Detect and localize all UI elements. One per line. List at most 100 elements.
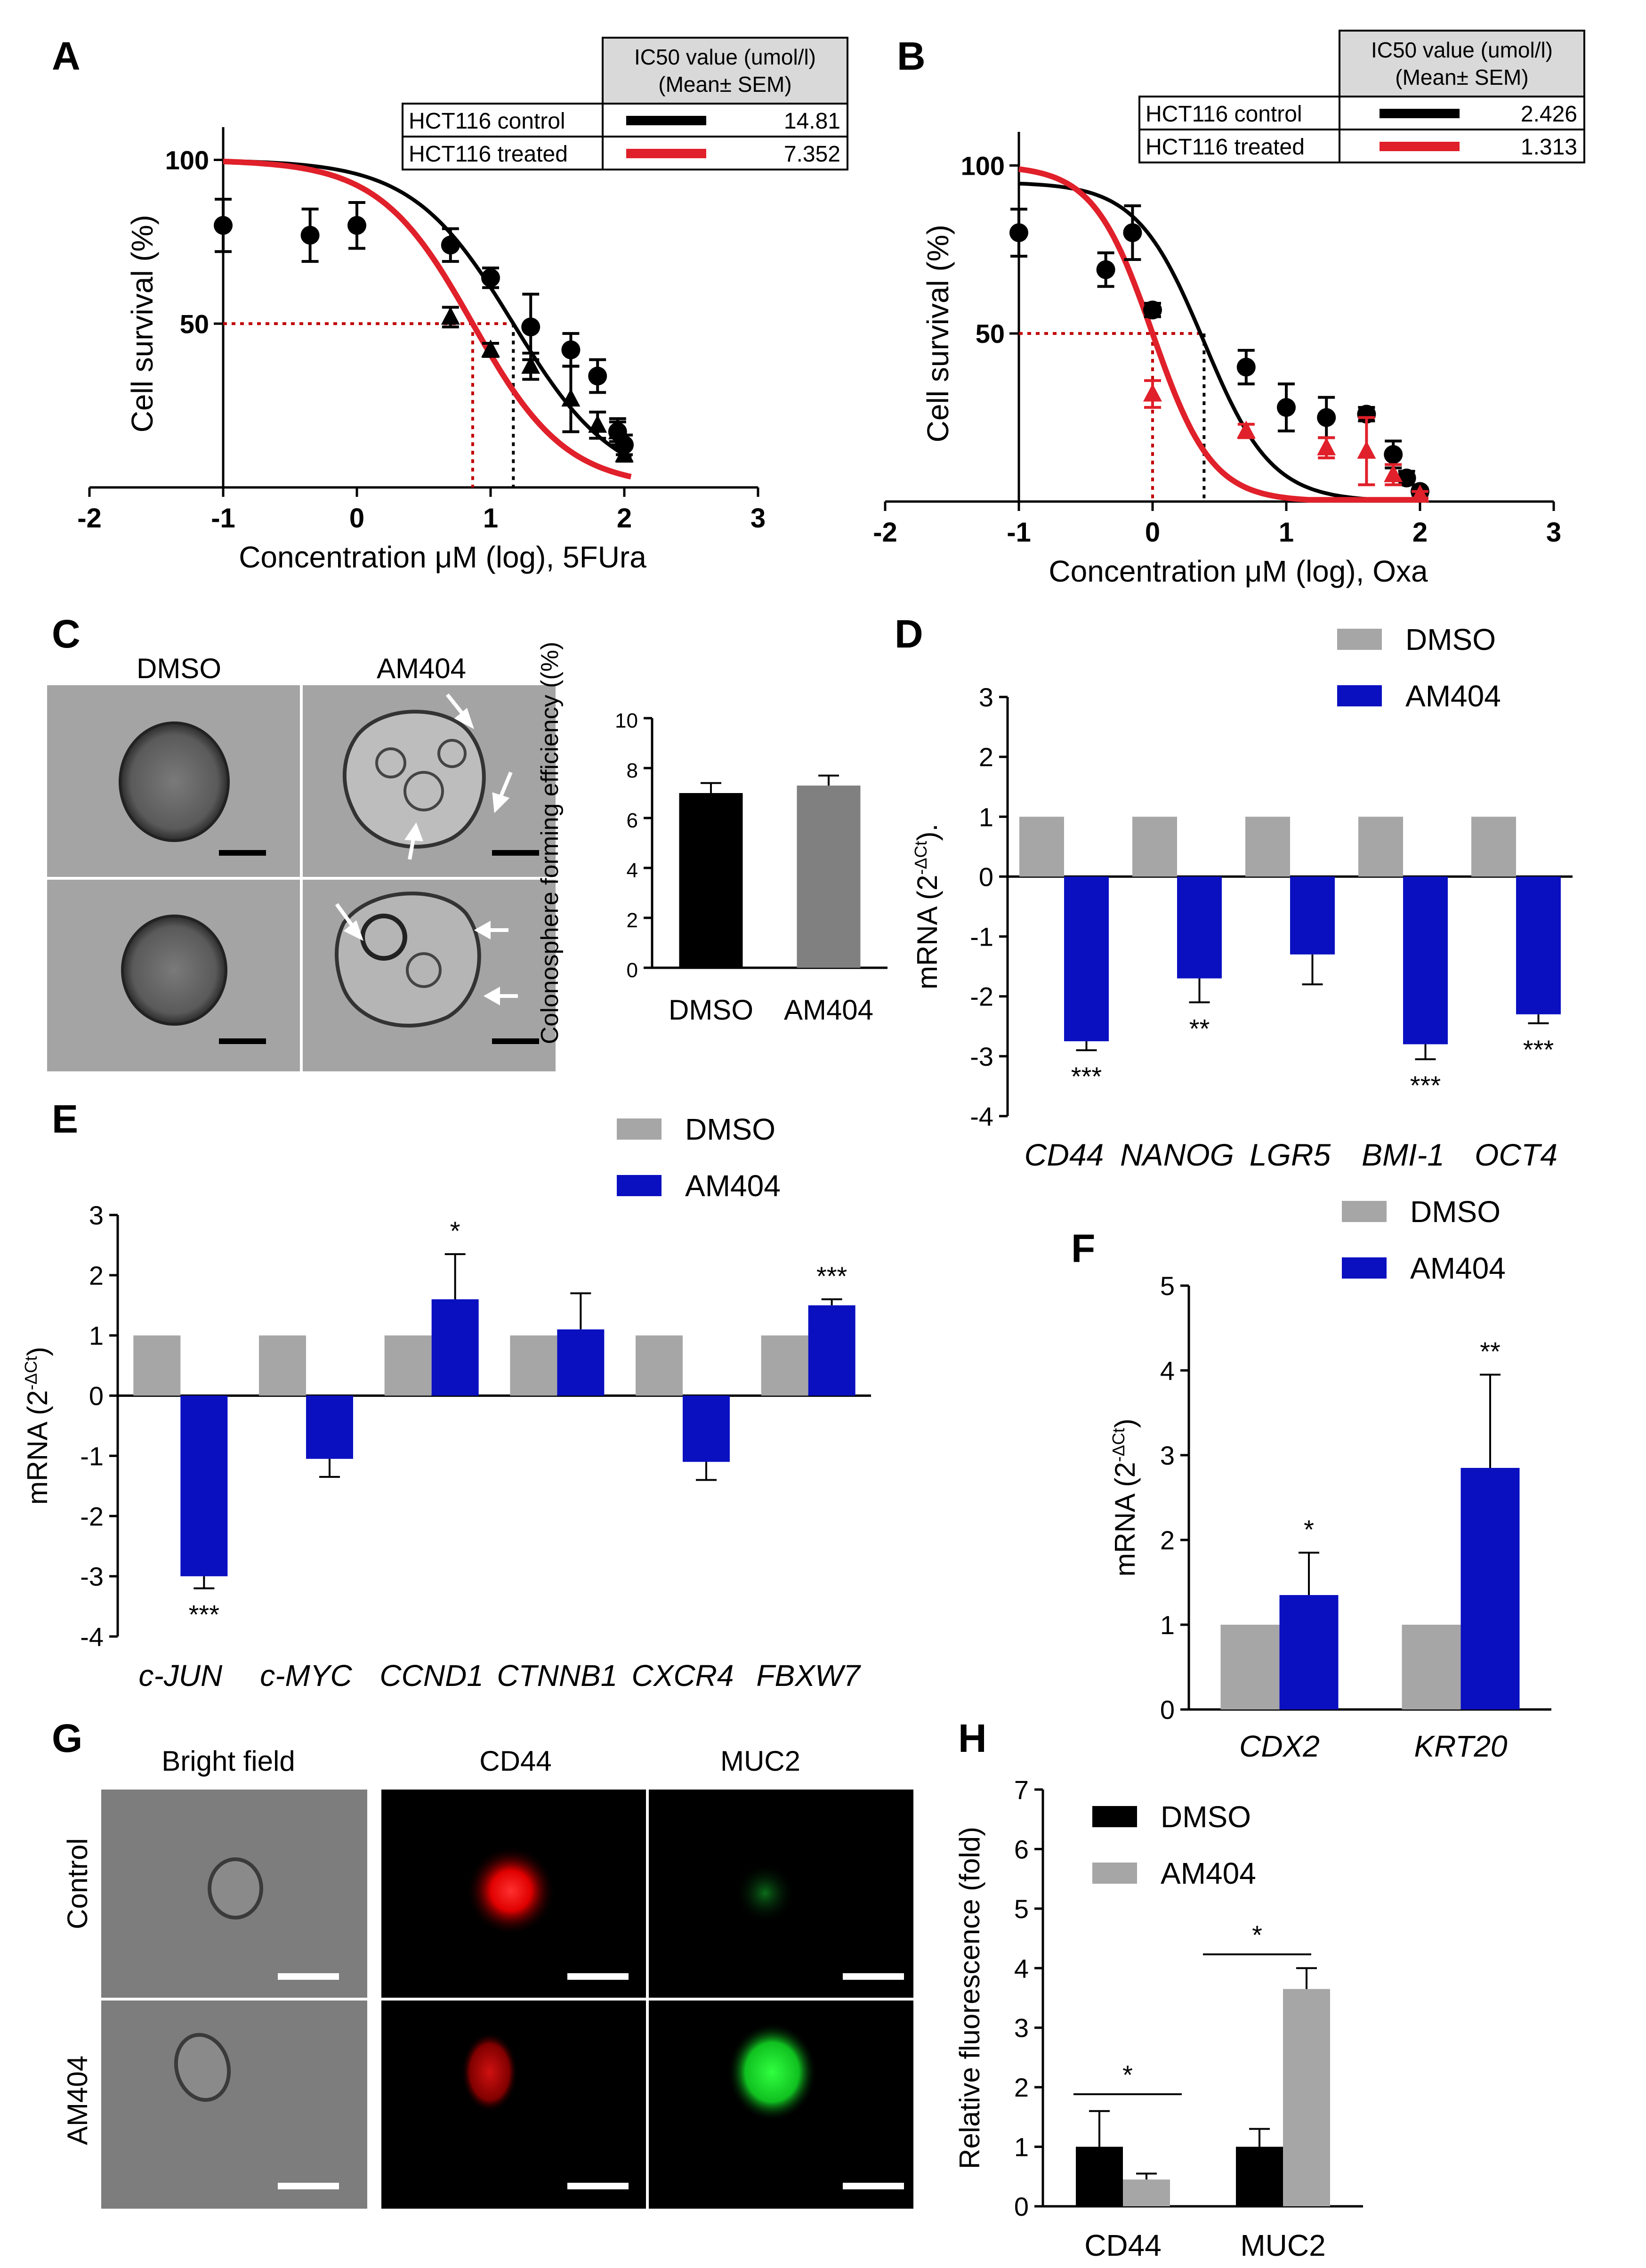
data-point bbox=[588, 366, 607, 386]
panel-b: B IC50 value (umol/l) (Mean± SEM) HCT116… bbox=[873, 30, 1585, 588]
legend-swatch-dmso bbox=[1337, 629, 1382, 650]
data-point bbox=[1096, 260, 1115, 279]
y-tick-label: 0 bbox=[1160, 1695, 1175, 1725]
y-tick-label: 8 bbox=[627, 759, 638, 782]
data-point bbox=[1009, 223, 1028, 243]
bar-am404-cdx2 bbox=[1279, 1595, 1339, 1709]
data-point bbox=[1143, 300, 1162, 320]
bar-values-am404 bbox=[797, 786, 861, 968]
bar-dmso-c-jun bbox=[133, 1335, 181, 1396]
ic50-row-treated bbox=[1138, 129, 1585, 163]
y-tick-label: 2 bbox=[1014, 2073, 1029, 2102]
y-tick-label: 1 bbox=[1014, 2132, 1029, 2162]
y-axis-label: Cell survival (%) bbox=[921, 225, 955, 442]
y-axis-label-tail: ) bbox=[22, 1347, 53, 1356]
legend-label-dmso: DMSO bbox=[1161, 1800, 1251, 1834]
category-label: OCT4 bbox=[1475, 1137, 1557, 1172]
data-point bbox=[561, 340, 581, 359]
y-axis-label-tail: ) bbox=[1109, 1418, 1141, 1428]
data-point bbox=[481, 339, 500, 357]
data-point bbox=[441, 307, 460, 325]
data-point bbox=[1397, 469, 1416, 488]
data-point bbox=[1317, 408, 1336, 427]
panel-a: A IC50 value (umol/l) (Mean± SEM) HCT116… bbox=[52, 34, 848, 574]
micrograph-grid bbox=[47, 685, 556, 1071]
ic50-value-control: 14.81 bbox=[784, 109, 840, 134]
panel-e-label: E bbox=[52, 1097, 78, 1141]
y-axis-label: Cell survival (%) bbox=[125, 215, 159, 432]
y-tick-label: 7 bbox=[1014, 1775, 1029, 1805]
bar-am404-muc2 bbox=[1283, 1989, 1330, 2206]
chart-d: 3 2 1 0 -1 -2 -3 -4 mRNA (2-ΔCt). CD44 *** NANOG ** L… bbox=[911, 623, 1573, 1172]
chart-h: 0 1 2 3 4 5 6 7 Relative fluorescence (fold) CD44… bbox=[954, 1775, 1363, 2262]
x-tick-label: 3 bbox=[750, 503, 766, 534]
x-tick-label: 0 bbox=[1145, 517, 1160, 548]
chart-f: 0 1 2 3 4 5 mRNA (2-ΔCt) CDX2 * KRT20 ** DMSO AM404 bbox=[1109, 1195, 1551, 1763]
bar-dmso-cdx2 bbox=[1220, 1625, 1280, 1709]
bar-dmso-c-myc bbox=[259, 1335, 306, 1396]
y-tick-label: 0 bbox=[89, 1381, 104, 1411]
category-label: CD44 bbox=[1025, 1137, 1104, 1172]
curve-hct116-treated bbox=[223, 158, 632, 480]
legend-label-dmso: DMSO bbox=[1410, 1195, 1501, 1229]
legend-label-dmso: DMSO bbox=[1405, 623, 1496, 656]
bar-dmso-cxcr4 bbox=[636, 1335, 683, 1396]
bar-am404-cd44 bbox=[1123, 2179, 1170, 2206]
panel-g: G Bright field CD44 MUC2 Control AM404 bbox=[52, 1716, 913, 2209]
ic50-row-treated bbox=[402, 136, 848, 170]
ic50-header-line1: IC50 value (umol/l) bbox=[634, 45, 816, 69]
ic50-header-box bbox=[1339, 30, 1585, 97]
y-tick-label: -2 bbox=[970, 982, 993, 1012]
panel-b-ic50-table: IC50 value (umol/l) (Mean± SEM) HCT116 c… bbox=[1138, 30, 1585, 163]
y-tick-label: 0 bbox=[979, 862, 993, 891]
significance-marker: *** bbox=[1523, 1035, 1554, 1064]
y-tick-label: -4 bbox=[970, 1102, 993, 1131]
y-axis-label-main: mRNA (2 bbox=[1109, 1462, 1141, 1576]
legend-label-dmso: DMSO bbox=[685, 1112, 775, 1146]
bar-am404-cd44 bbox=[1064, 876, 1109, 1042]
chart-b: -2 -1 0 1 2 3 50 100 Concentration μM (log), Oxa… bbox=[873, 132, 1561, 588]
x-tick-label: 1 bbox=[1279, 517, 1294, 548]
data-point bbox=[615, 444, 634, 462]
y-tick-label: 3 bbox=[979, 682, 993, 712]
cell-dmso-2 bbox=[121, 915, 227, 1026]
category-label: CCND1 bbox=[379, 1659, 483, 1693]
bar-am404-c-jun bbox=[180, 1395, 228, 1577]
cell-am404-2 bbox=[335, 891, 481, 1028]
category-label: NANOG bbox=[1120, 1137, 1234, 1172]
cell-bf-control bbox=[208, 1857, 263, 1920]
y-tick-label: 2 bbox=[89, 1261, 104, 1290]
y-tick-label: 5 bbox=[1014, 1894, 1029, 1924]
bar-am404-cxcr4 bbox=[683, 1395, 730, 1462]
fluorescence-grid bbox=[101, 1790, 913, 2209]
bar-dmso-cd44 bbox=[1076, 2146, 1123, 2206]
category-label: DMSO bbox=[669, 994, 753, 1026]
column-label-bright-field: Bright field bbox=[161, 1745, 295, 1777]
y-tick-label: 1 bbox=[1160, 1610, 1175, 1640]
bar-dmso-cd44 bbox=[1019, 817, 1064, 877]
y-tick-label: 50 bbox=[180, 309, 209, 339]
significance-marker: ** bbox=[1189, 1013, 1210, 1043]
y-axis-label-main: mRNA (2 bbox=[912, 875, 943, 989]
y-tick-label: 3 bbox=[1160, 1441, 1175, 1470]
data-point bbox=[588, 414, 607, 433]
significance-marker: *** bbox=[189, 1600, 219, 1629]
column-label-cd44: CD44 bbox=[479, 1745, 551, 1777]
data-point bbox=[300, 226, 320, 245]
panel-c-label: C bbox=[52, 612, 81, 656]
y-tick-label: -1 bbox=[970, 922, 993, 952]
ic50-swatch-treated bbox=[626, 149, 706, 158]
ic50-row-control bbox=[402, 103, 848, 138]
panel-b-label: B bbox=[897, 34, 926, 78]
data-point bbox=[1357, 440, 1376, 459]
significance-marker: * bbox=[1304, 1515, 1314, 1544]
bar-am404-ctnnb1 bbox=[557, 1329, 605, 1396]
legend-label-am404: AM404 bbox=[1405, 679, 1501, 713]
panel-a-label: A bbox=[52, 34, 81, 78]
y-axis-label: Colonosphere forming efficiency ((%) bbox=[536, 642, 564, 1045]
data-point bbox=[214, 216, 233, 235]
arrow-markers bbox=[335, 693, 518, 1005]
panel-d-label: D bbox=[895, 612, 923, 656]
cell-dmso-1 bbox=[119, 721, 230, 842]
y-tick-label: 2 bbox=[1160, 1525, 1175, 1555]
